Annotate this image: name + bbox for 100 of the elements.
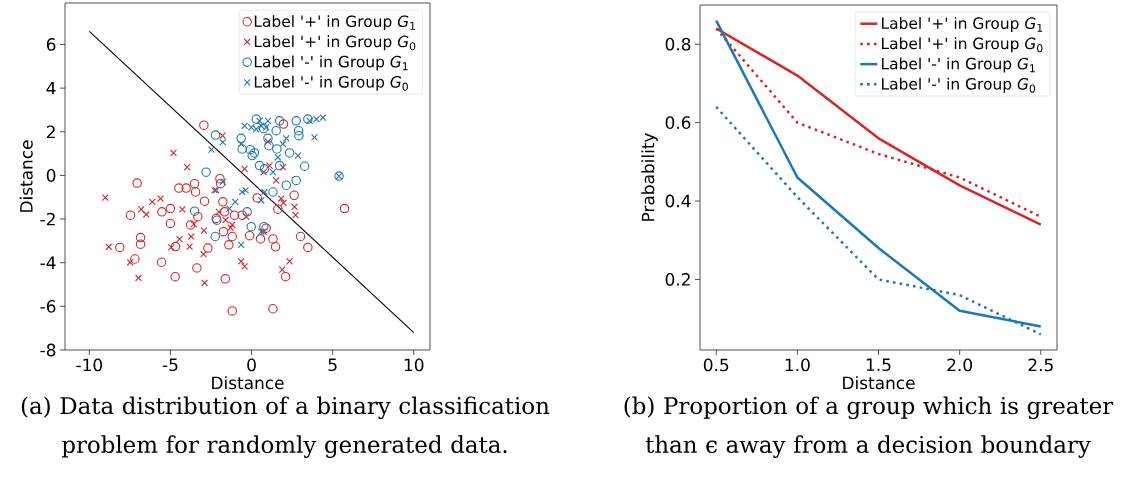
point [192, 263, 202, 273]
legend-label: Label '+' in Group G$_{1}$ [882, 17, 1043, 33]
point [199, 120, 209, 130]
point [137, 205, 145, 213]
point [219, 132, 227, 140]
point [271, 125, 281, 136]
point [245, 144, 256, 155]
legend-label: Label '-' in Group G$_{1}$ [882, 57, 1035, 73]
point [339, 203, 350, 214]
point [229, 210, 240, 220]
point [299, 161, 310, 171]
point [224, 240, 234, 250]
y-tick-label: -8 [40, 343, 56, 357]
point [252, 193, 262, 203]
point [295, 231, 306, 242]
point [142, 210, 150, 218]
point [170, 241, 181, 252]
point [264, 140, 274, 151]
legend-label: Label '-' in Group G$_{0}$ [882, 77, 1036, 93]
y-tick-label: 0.8 [665, 37, 691, 51]
point [125, 210, 136, 220]
point [242, 207, 252, 217]
point [170, 149, 178, 157]
point [259, 164, 270, 174]
point [274, 116, 285, 126]
point [272, 176, 280, 184]
point [170, 271, 180, 282]
point [135, 232, 146, 243]
legend-label: Label '-' in Group G$_{0}$ [254, 75, 408, 91]
point [289, 190, 299, 201]
point [157, 207, 167, 217]
point [207, 146, 216, 154]
y-axis-title: Distance [19, 140, 33, 212]
y-tick-label: -6 [40, 299, 56, 313]
point [270, 242, 281, 252]
point [268, 187, 278, 197]
point [219, 138, 227, 146]
x-tick-label: 5 [328, 358, 337, 372]
point [190, 187, 201, 197]
point [261, 188, 269, 196]
point [284, 148, 295, 158]
point [132, 178, 142, 188]
x-tick-label: 10 [404, 358, 424, 372]
point [227, 231, 237, 242]
point [200, 250, 208, 258]
point [291, 116, 301, 126]
x-tick-label: 2.5 [1028, 358, 1053, 372]
point [218, 197, 228, 207]
point [181, 183, 191, 193]
y-tick-label: 4 [46, 81, 56, 95]
x-tick-label: 0.5 [703, 358, 729, 372]
point [274, 160, 285, 171]
y-tick-label: -2 [40, 212, 55, 226]
legend-label: Label '+' in Group G$_{0}$ [882, 37, 1043, 53]
point [215, 173, 225, 184]
point [210, 130, 221, 140]
point [280, 271, 291, 282]
point [222, 216, 230, 224]
point [215, 208, 223, 216]
point [174, 183, 184, 193]
point [254, 160, 265, 171]
point [165, 203, 176, 214]
x-tick-label: -5 [162, 358, 178, 372]
point [281, 180, 292, 190]
x-axis-title: Distance [212, 376, 284, 390]
point [237, 257, 245, 265]
point [244, 230, 255, 241]
point [178, 205, 186, 213]
x-tick-label: 1.0 [785, 358, 810, 372]
point [273, 204, 283, 214]
point [199, 196, 210, 206]
point [189, 178, 200, 189]
point [219, 207, 230, 217]
point [278, 266, 286, 274]
point [258, 123, 269, 134]
point [237, 144, 247, 154]
point [280, 199, 288, 207]
point [135, 239, 146, 249]
point [236, 133, 246, 144]
y-tick-label: 0.6 [665, 116, 691, 130]
y-tick-label: 0 [46, 168, 56, 182]
point [201, 167, 211, 177]
text: (b) Proportion of a group which is greater than ϵ away from a decision boundary [624, 396, 1114, 458]
point [237, 210, 247, 220]
point [294, 130, 304, 141]
point [303, 242, 313, 253]
point [115, 242, 125, 253]
point [189, 206, 200, 216]
point [134, 274, 143, 282]
point [219, 178, 227, 186]
y-tick-label: 0.4 [665, 194, 691, 208]
point [130, 254, 140, 264]
point [291, 203, 299, 211]
point [193, 211, 203, 222]
point [286, 257, 294, 265]
point [241, 165, 249, 173]
point [277, 195, 285, 203]
point [268, 234, 278, 244]
y-axis-title: Prabability [641, 133, 658, 221]
point [291, 175, 301, 186]
